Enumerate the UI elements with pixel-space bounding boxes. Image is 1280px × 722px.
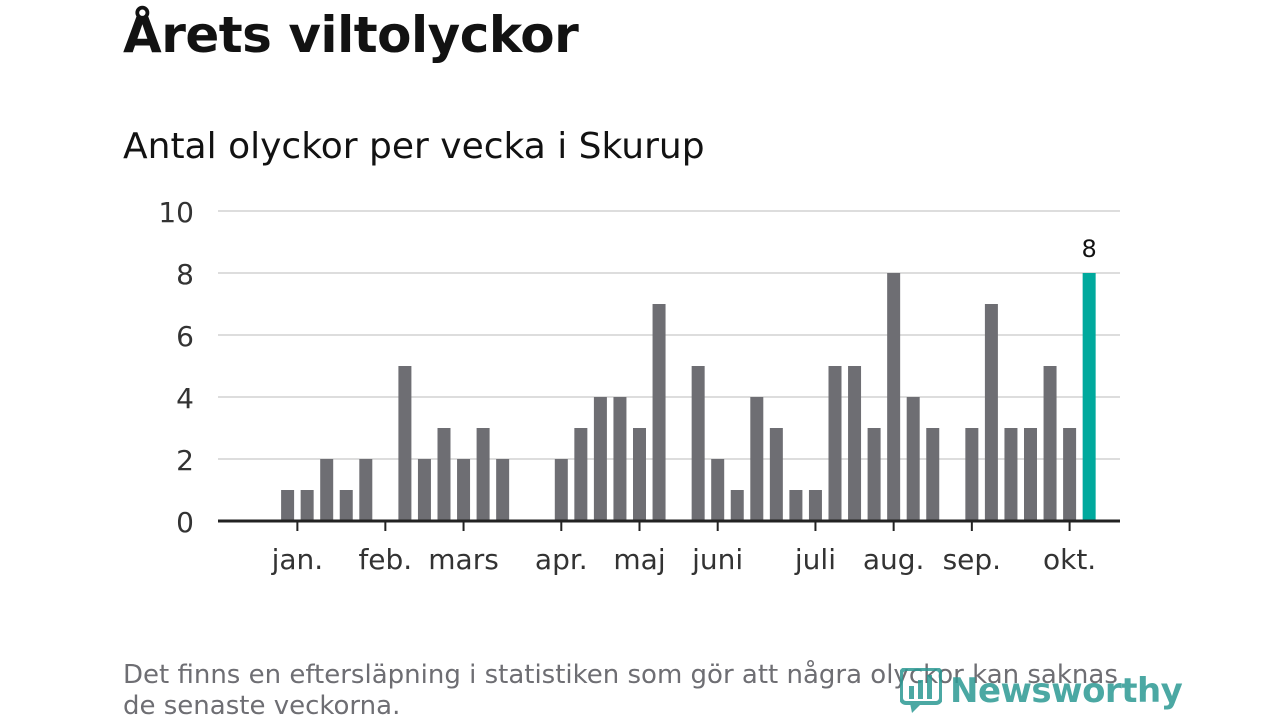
- bar: [965, 428, 979, 521]
- bar: [1004, 428, 1018, 521]
- x-tick-label: sep.: [943, 543, 1002, 576]
- x-tick-label: feb.: [358, 543, 412, 576]
- bar: [769, 428, 783, 521]
- bar: [984, 304, 998, 521]
- bar: [730, 490, 744, 521]
- bar: [633, 428, 646, 521]
- y-tick-label: 10: [158, 196, 194, 229]
- bar-chart: 0 2 4 6 8 10 jan. feb. mars apr. maj juni juli aug. s…: [158, 196, 1120, 576]
- bar: [457, 459, 471, 521]
- bar: [808, 490, 822, 521]
- x-tick-label: okt.: [1043, 543, 1096, 576]
- bar: [339, 490, 353, 521]
- bar: [320, 459, 334, 521]
- bar: [652, 304, 666, 521]
- bar: [1043, 366, 1057, 521]
- bar: [867, 428, 881, 521]
- bar: [750, 397, 764, 521]
- x-tick-label: maj: [613, 543, 665, 576]
- bar: [1024, 428, 1037, 521]
- bar: [613, 397, 627, 521]
- x-tick-label: apr.: [535, 543, 588, 576]
- x-tick-label: juli: [794, 543, 836, 576]
- bar-highlight: [1082, 273, 1096, 521]
- data-label-last: 8: [1082, 235, 1097, 263]
- gridlines: [218, 210, 1120, 460]
- footnote: Det finns en eftersläpning i statistiken…: [123, 660, 1118, 721]
- y-tick-label: 8: [176, 258, 194, 291]
- y-tick-label: 4: [176, 382, 194, 415]
- x-tick-label: jan.: [271, 543, 324, 576]
- bar: [848, 366, 862, 521]
- bar: [828, 366, 842, 521]
- bar: [691, 366, 705, 521]
- chart-title: Årets viltolyckor: [123, 6, 579, 64]
- bar: [300, 490, 314, 521]
- bar: [789, 490, 803, 521]
- bar: [476, 428, 490, 521]
- y-tick-label: 6: [176, 320, 194, 353]
- bar: [417, 459, 431, 521]
- bar: [281, 490, 295, 521]
- chart-subtitle: Antal olyckor per vecka i Skurup: [123, 126, 705, 167]
- bar: [437, 428, 451, 521]
- bar: [1063, 428, 1077, 521]
- bar: [398, 366, 412, 521]
- newsworthy-logo: Newsworthy: [900, 668, 1183, 714]
- x-tick-label: aug.: [863, 543, 925, 576]
- bar: [496, 459, 510, 521]
- bar: [887, 273, 901, 521]
- newsworthy-logo-icon: [900, 668, 942, 713]
- bar: [926, 428, 940, 521]
- bar: [906, 397, 920, 521]
- bar-series: [281, 273, 1096, 521]
- bar: [359, 459, 373, 521]
- bar: [554, 459, 568, 521]
- bar: [593, 397, 607, 521]
- bar: [711, 459, 725, 521]
- y-tick-label: 2: [176, 444, 194, 477]
- brand-name: Newsworthy: [950, 671, 1183, 711]
- y-tick-label: 0: [176, 506, 194, 539]
- x-axis: jan. feb. mars apr. maj juni juli aug. sep. okt.: [218, 519, 1120, 576]
- annotations: 8: [1082, 235, 1097, 263]
- x-tick-label: mars: [428, 543, 499, 576]
- y-axis-ticks: 0 2 4 6 8 10: [158, 196, 194, 539]
- bar: [574, 428, 588, 521]
- x-tick-label: juni: [691, 543, 743, 576]
